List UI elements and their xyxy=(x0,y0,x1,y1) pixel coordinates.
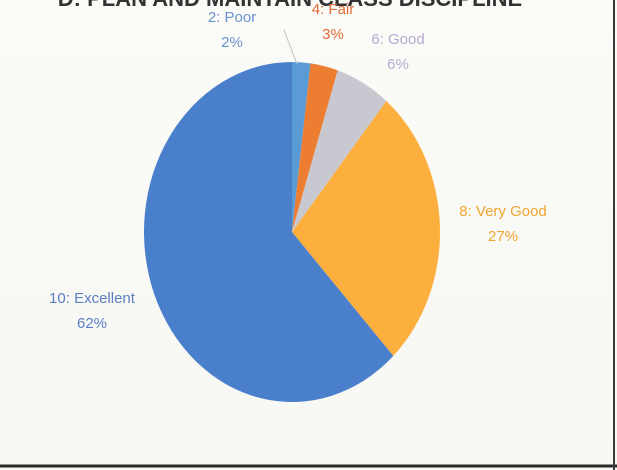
pie-slice-2-poor xyxy=(292,62,311,232)
slice-label-percent: 62% xyxy=(77,315,107,332)
slice-label-name: 4: Fair xyxy=(312,1,355,18)
pie-slice-6-good xyxy=(292,70,387,232)
chart-title-group: D: PLAN AND MAINTAIN CLASS DISCIPLINE xyxy=(58,0,522,11)
pie-labels: 2: Poor 2% 4: Fair 3% 6: Good 6% 8: Very Good 2… xyxy=(49,1,547,332)
slice-label-name: 10: Excellent xyxy=(49,290,136,307)
slice-label-percent: 2% xyxy=(221,34,243,51)
slice-label-percent: 27% xyxy=(488,228,518,245)
leader-line xyxy=(283,29,298,65)
chart-title: D: PLAN AND MAINTAIN CLASS DISCIPLINE xyxy=(58,0,522,11)
slice-label-name: 2: Poor xyxy=(208,9,256,26)
slice-label-percent: 6% xyxy=(387,56,409,73)
pie-slice-8-very-good xyxy=(292,101,440,356)
pie-slice-10-excellent xyxy=(143,61,394,402)
slice-label-name: 8: Very Good xyxy=(459,203,547,220)
slice-label-percent: 3% xyxy=(322,26,344,43)
pie-slice-4-fair xyxy=(292,63,338,233)
slice-label-name: 6: Good xyxy=(371,31,424,48)
pie-slices xyxy=(143,61,440,402)
